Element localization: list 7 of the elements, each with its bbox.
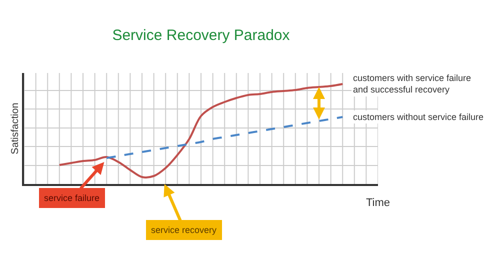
series-label: customers without service failure [353, 112, 484, 122]
x-axis-title: Time [366, 197, 390, 209]
y-axis-title: Satisfaction [10, 102, 21, 154]
chart-title: Service Recovery Paradox [112, 26, 290, 44]
text: service recovery [151, 225, 218, 235]
text: service failure [44, 193, 100, 203]
series-label: customers with service failure and successful recovery [353, 73, 472, 95]
